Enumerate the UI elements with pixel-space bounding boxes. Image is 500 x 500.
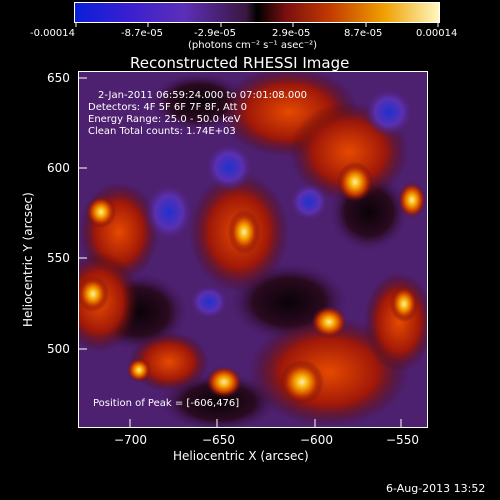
- colorbar-tick: 8.7e-05: [344, 28, 383, 39]
- x-tick-label: −550: [386, 433, 419, 447]
- colorbar-tick: -8.7e-05: [121, 28, 163, 39]
- peak-position: Position of Peak = [-606,476]: [93, 398, 240, 409]
- colorbar-tick: -2.9e-05: [194, 28, 236, 39]
- footer-date: 6-Aug-2013 13:52: [386, 482, 486, 495]
- rhessi-image-map: [79, 72, 427, 427]
- plot-title: Reconstructed RHESSI Image: [130, 54, 350, 72]
- x-tick-label: −650: [202, 433, 235, 447]
- axis-ticks: [79, 77, 402, 427]
- y-tick-label: 550: [47, 251, 70, 265]
- x-tick-label: −700: [114, 433, 147, 447]
- colorbar-ticks: [75, 22, 439, 27]
- info-detectors: Detectors: 4F 5F 6F 7F 8F, Att 0: [88, 102, 248, 113]
- x-axis-label: Heliocentric X (arcsec): [173, 449, 309, 463]
- y-axis-label: Heliocentric Y (arcsec): [21, 192, 35, 327]
- info-time: 2-Jan-2011 06:59:24.000 to 07:01:08.000: [98, 90, 307, 101]
- info-method: Clean Total counts: 1.74E+03: [88, 126, 236, 137]
- colorbar-tick: 0.00014: [416, 28, 458, 39]
- colorbar-tick: 2.9e-05: [272, 28, 311, 39]
- y-tick-label: 650: [47, 71, 70, 85]
- y-tick-label: 600: [47, 161, 70, 175]
- x-tick-label: −600: [300, 433, 333, 447]
- rhessi-image: [78, 71, 428, 428]
- info-energy: Energy Range: 25.0 - 50.0 keV: [88, 114, 241, 125]
- colorbar-tick: -0.00014: [30, 28, 75, 39]
- observation-info: 2-Jan-2011 06:59:24.000 to 07:01:08.000 …: [88, 90, 307, 138]
- colorbar: [74, 2, 440, 23]
- colorbar-unit-label: (photons cm⁻² s⁻¹ asec⁻²): [188, 40, 318, 51]
- y-tick-label: 500: [47, 342, 70, 356]
